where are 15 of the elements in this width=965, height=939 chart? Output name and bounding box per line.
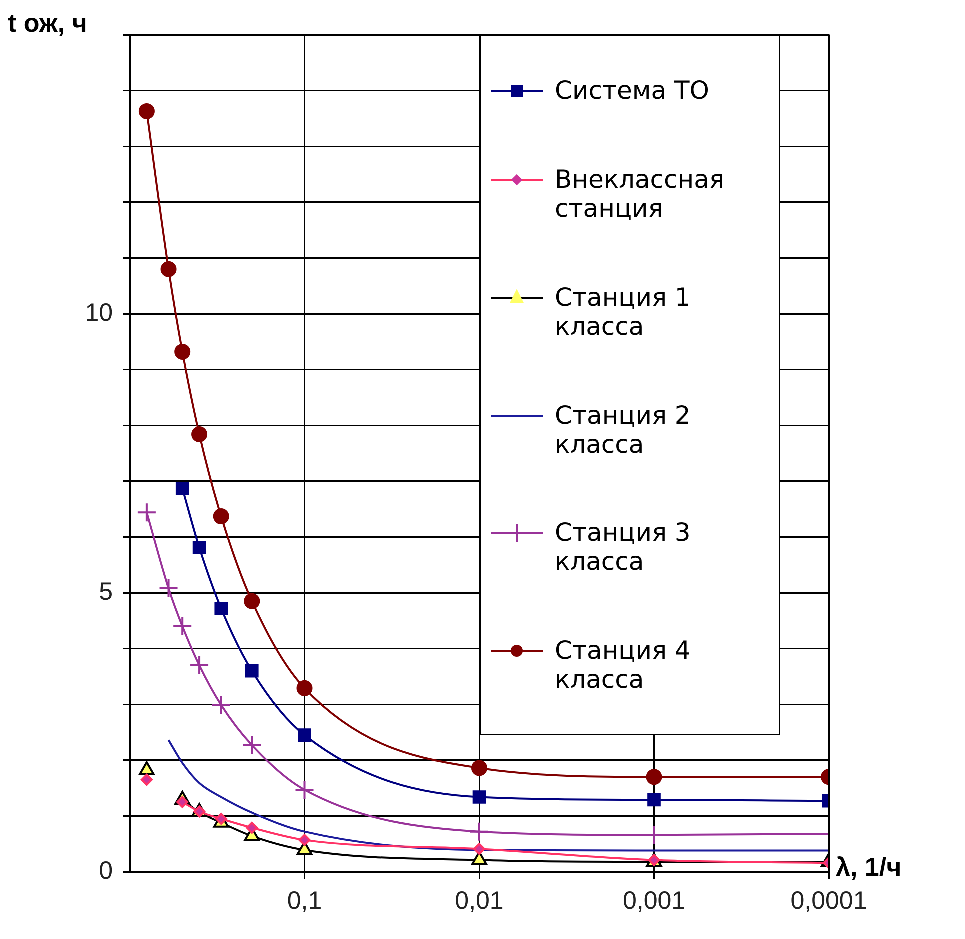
- y-axis-title: t ож, ч: [8, 8, 88, 39]
- y-tick-label: 5: [99, 578, 113, 606]
- x-tick-label: 0,0001: [790, 886, 868, 915]
- y-tick-label: 10: [85, 298, 113, 327]
- legend-label: Станция 1 класса: [555, 283, 692, 342]
- x-axis-title: λ, 1/ч: [836, 852, 902, 883]
- legend-label: Система ТО: [555, 76, 710, 105]
- x-tick-label: 0,001: [622, 886, 686, 915]
- legend-label: Станция 3 класса: [555, 518, 692, 576]
- legend-label: Внеклассная станция: [555, 165, 726, 224]
- legend-label: Станция 2 класса: [555, 400, 692, 459]
- x-tick-label: 0,01: [455, 886, 504, 915]
- y-tick-label: 0: [99, 856, 113, 885]
- legend-label: Станция 4 класса: [555, 636, 692, 694]
- x-tick-label: 0,1: [287, 886, 322, 915]
